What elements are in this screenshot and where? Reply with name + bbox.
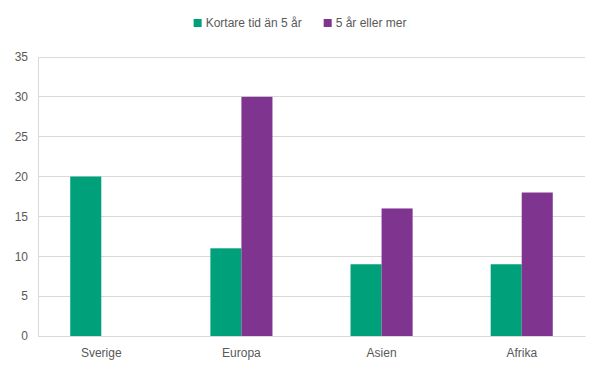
y-tick: 5 xyxy=(21,289,38,303)
grid xyxy=(38,57,585,336)
x-tick-label: Europa xyxy=(222,346,261,360)
y-tick: 20 xyxy=(15,170,38,184)
grid-line xyxy=(38,57,585,58)
x-tick: Sverige xyxy=(81,336,122,360)
grid-line xyxy=(38,256,585,257)
y-tick-label: 5 xyxy=(21,289,28,303)
bar xyxy=(210,248,241,336)
x-tick: Europa xyxy=(222,336,261,360)
grid-line xyxy=(38,96,585,97)
legend: Kortare tid än 5 år 5 år eller mer xyxy=(194,16,407,30)
bar xyxy=(382,208,413,336)
y-tick-label: 35 xyxy=(15,50,29,64)
y-tick-label: 0 xyxy=(21,329,28,343)
y-tick: 35 xyxy=(15,50,38,64)
bar xyxy=(351,264,382,336)
y-tick: 30 xyxy=(15,90,38,104)
legend-swatch xyxy=(324,19,332,27)
legend-label: 5 år eller mer xyxy=(336,16,407,30)
x-axis: Sverige Europa Asien Afrika xyxy=(39,336,586,360)
y-axis-line xyxy=(38,58,39,337)
y-tick: 15 xyxy=(15,210,38,224)
grid-line xyxy=(38,136,585,137)
x-tick: Asien xyxy=(367,336,397,360)
bar xyxy=(491,264,522,336)
grid-line xyxy=(38,176,585,177)
y-axis: 0 5 10 15 20 25 30 35 xyxy=(15,50,39,343)
bars xyxy=(70,97,553,336)
bar xyxy=(70,177,101,336)
y-tick-label: 20 xyxy=(15,170,29,184)
legend-swatch xyxy=(194,19,202,27)
y-tick: 25 xyxy=(15,130,38,144)
legend-label: Kortare tid än 5 år xyxy=(206,16,302,30)
y-tick: 0 xyxy=(21,329,38,343)
bar xyxy=(241,97,272,336)
plot: 0 5 10 15 20 25 30 35 Sverige Europa Asien Afrika xyxy=(15,50,586,359)
y-tick-label: 25 xyxy=(15,130,29,144)
x-axis-line xyxy=(39,336,586,337)
y-tick-label: 10 xyxy=(15,250,29,264)
y-tick: 10 xyxy=(15,250,38,264)
x-tick-label: Afrika xyxy=(506,346,537,360)
chart: 0 5 10 15 20 25 30 35 Sverige Europa Asien Afrika Ko… xyxy=(0,0,600,375)
x-tick-label: Asien xyxy=(367,346,397,360)
grid-line xyxy=(38,216,585,217)
y-tick-label: 15 xyxy=(15,210,29,224)
legend-item: Kortare tid än 5 år xyxy=(194,16,302,30)
y-tick-label: 30 xyxy=(15,90,29,104)
x-tick-label: Sverige xyxy=(81,346,122,360)
bar xyxy=(522,193,553,336)
legend-item: 5 år eller mer xyxy=(324,16,407,30)
x-tick: Afrika xyxy=(506,336,537,360)
